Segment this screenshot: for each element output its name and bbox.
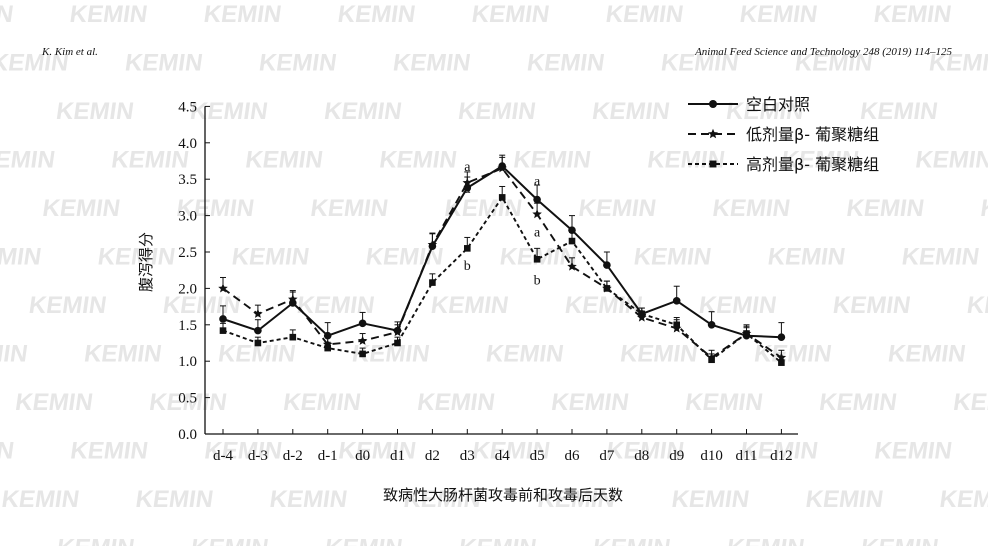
- y-tick-label: 2.0: [178, 281, 197, 297]
- data-point: [429, 279, 436, 286]
- data-point: [498, 194, 506, 201]
- x-tick-label: d-1: [318, 448, 338, 464]
- x-tick-label: d4: [495, 448, 511, 464]
- y-tick-label: 0.5: [178, 391, 197, 407]
- significance-letter: b: [464, 259, 471, 274]
- data-point: [218, 283, 228, 293]
- data-point: [533, 255, 541, 263]
- data-point: [427, 239, 438, 249]
- data-point: [638, 310, 646, 318]
- x-tick-label: d1: [390, 448, 405, 464]
- y-tick-label: 0.0: [178, 427, 197, 443]
- y-tick-label: 1.5: [178, 318, 197, 334]
- series-line: [222, 196, 783, 364]
- data-point: [392, 327, 403, 337]
- significance-letter: a: [534, 226, 541, 241]
- y-tick-label: 3.5: [178, 172, 197, 188]
- data-point: [289, 333, 297, 341]
- data-point: [708, 356, 715, 364]
- data-point: [462, 177, 473, 187]
- y-tick-label: 3.0: [178, 209, 197, 225]
- x-tick-label: d11: [736, 448, 758, 464]
- data-point: [777, 333, 786, 341]
- significance-letter: a: [464, 182, 471, 197]
- data-point: [288, 294, 298, 304]
- data-point: [254, 339, 262, 347]
- data-point: [603, 285, 611, 292]
- data-point: [464, 245, 471, 252]
- series-line: [222, 167, 782, 359]
- chart-axes: 0.0 0.5 1.0 1.5 2.0 2.5 3.0 3.5 4.0 4.5 d-4 d-3 d-2 d…: [178, 99, 798, 464]
- data-point: [358, 319, 367, 328]
- x-tick-label: d9: [669, 448, 684, 464]
- data-point: [673, 321, 680, 329]
- x-tick-label: d8: [634, 448, 649, 464]
- y-tick-label: 2.5: [178, 245, 197, 261]
- data-point: [707, 321, 716, 329]
- legend-label: 空白对照: [746, 95, 810, 114]
- data-point: [709, 100, 717, 108]
- significance-letter: b: [534, 274, 541, 289]
- data-point: [672, 296, 681, 305]
- x-tick-label: d2: [425, 448, 440, 464]
- y-axis-label: 腹泻得分: [137, 232, 155, 292]
- x-tick-label: d7: [599, 448, 615, 464]
- series-3: [219, 185, 785, 366]
- data-point: [568, 237, 576, 245]
- data-point: [708, 128, 718, 139]
- data-point: [743, 330, 750, 337]
- data-point: [532, 209, 542, 219]
- y-tick-label: 4.0: [178, 136, 197, 152]
- data-point: [778, 359, 785, 366]
- x-tick-label: d12: [770, 448, 793, 464]
- data-point: [709, 160, 717, 168]
- y-tick-label: 1.0: [178, 354, 197, 370]
- data-point: [219, 327, 227, 334]
- significance-letter: a: [464, 160, 471, 175]
- x-tick-label: d6: [565, 448, 581, 464]
- data-point: [253, 308, 263, 318]
- header-authors: K. Kim et al.: [42, 46, 98, 58]
- x-tick-label: d0: [355, 448, 370, 464]
- x-tick-label: d-3: [248, 448, 268, 464]
- legend-label: 高剂量β- 葡聚糖组: [746, 155, 879, 174]
- data-point: [254, 326, 262, 335]
- x-axis-label: 致病性大肠杆菌攻毒前和攻毒后天数: [383, 486, 623, 504]
- data-point: [357, 335, 368, 345]
- data-point: [567, 261, 577, 271]
- data-point: [324, 344, 331, 352]
- y-tick-label: 4.5: [178, 99, 197, 115]
- header-journal: Animal Feed Science and Technology 248 (…: [695, 46, 952, 58]
- x-tick-label: d5: [530, 448, 545, 464]
- significance-letter: a: [534, 175, 541, 190]
- x-tick-label: d-2: [283, 448, 303, 464]
- data-point: [394, 339, 401, 347]
- x-tick-label: d-4: [213, 448, 233, 464]
- chart-series: [218, 154, 787, 366]
- x-tick-label: d3: [460, 448, 475, 464]
- x-tick-label: d10: [700, 448, 723, 464]
- data-point: [497, 163, 507, 173]
- data-point: [359, 350, 366, 358]
- data-point: [219, 315, 227, 323]
- data-point: [533, 195, 541, 204]
- legend-label: 低剂量β- 葡聚糖组: [746, 125, 879, 144]
- data-point: [603, 261, 611, 269]
